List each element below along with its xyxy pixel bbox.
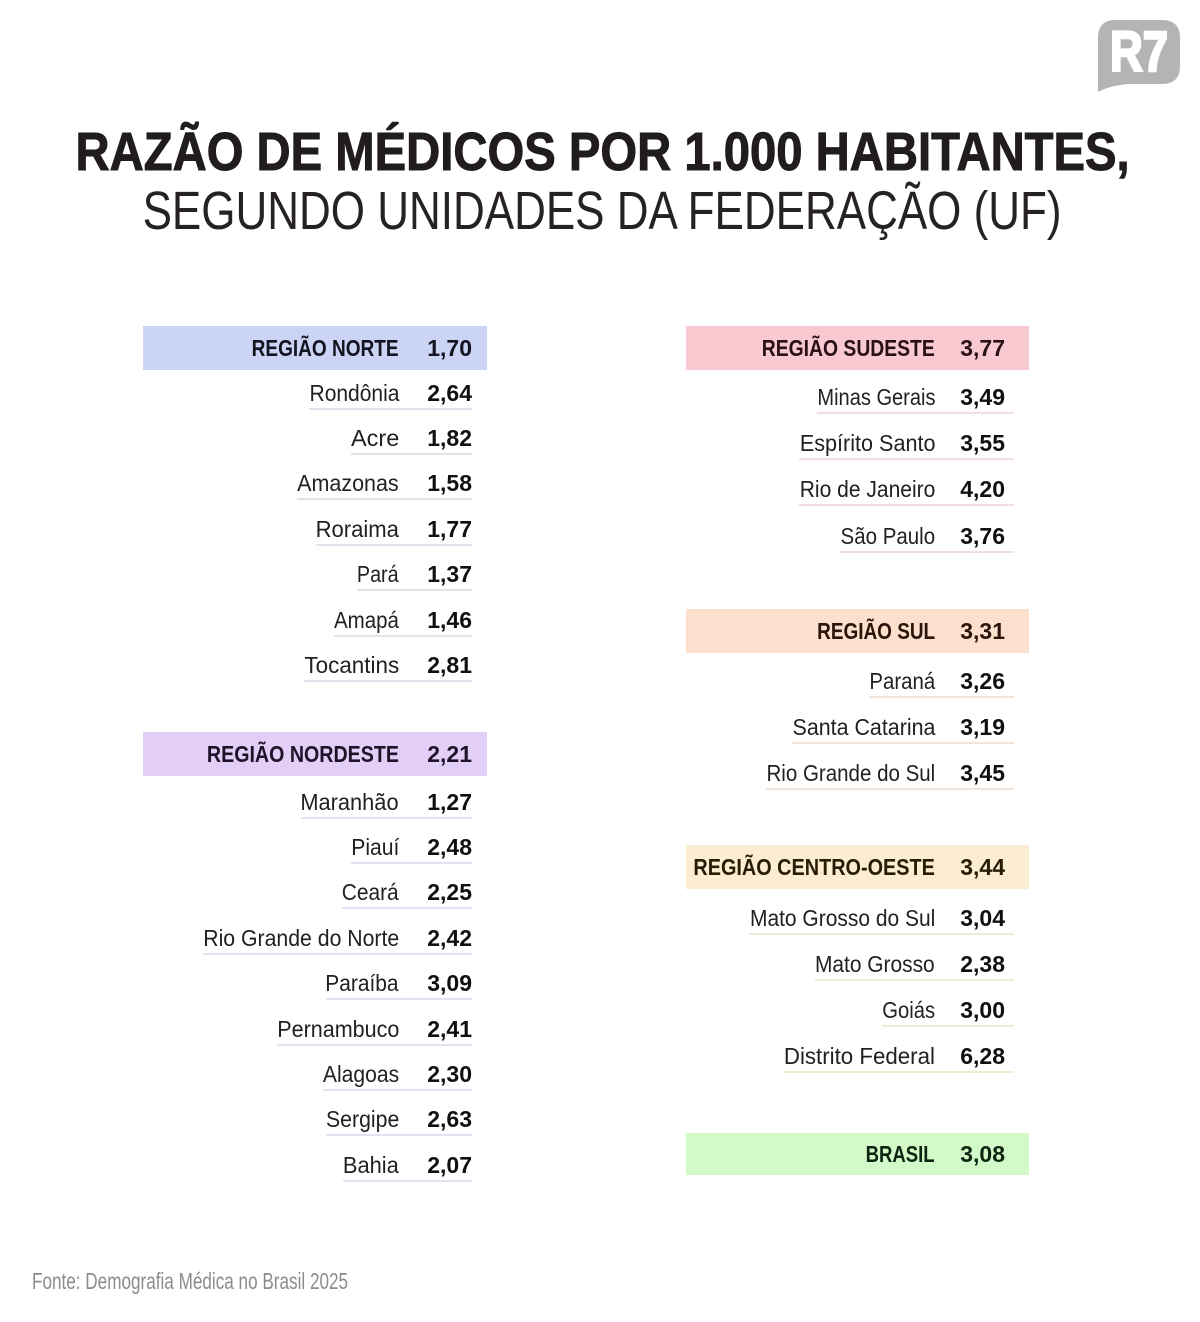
svg-text:R7: R7	[1110, 20, 1168, 84]
